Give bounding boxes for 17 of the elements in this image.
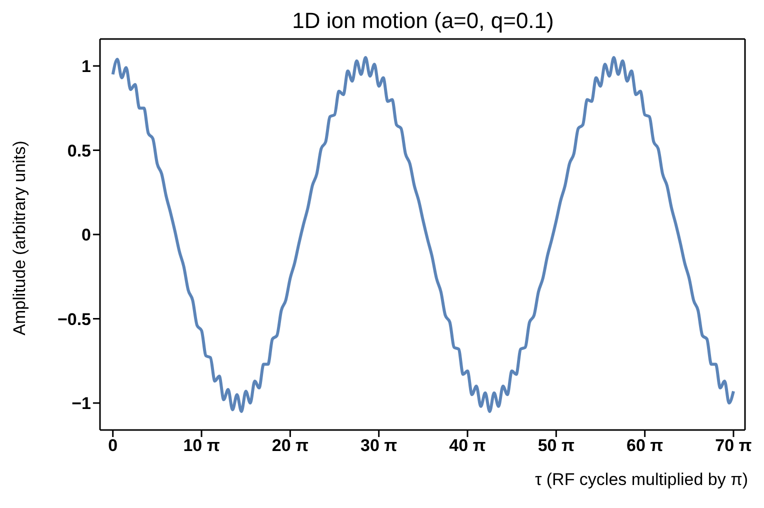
line-series (111, 56, 735, 413)
x-tick-label: 40 π (449, 436, 486, 456)
x-axis-title: τ (RF cycles multiplied by π) (534, 470, 748, 490)
x-tick-label: 20 π (272, 436, 309, 456)
x-tick-label: 50 π (538, 436, 574, 456)
x-tick-label: 60 π (626, 436, 664, 456)
y-axis-title: Amplitude (arbitrary units) (10, 140, 30, 336)
x-tick-label: 0 (108, 436, 118, 456)
y-tick-label: 0.5 (67, 141, 91, 160)
y-tick-label: 0 (82, 226, 91, 245)
y-tick-label: 1 (82, 57, 91, 76)
x-tick-label: 30 π (360, 436, 398, 456)
x-tick-label: 10 π (183, 436, 220, 456)
chart-title: 1D ion motion (a=0, q=0.1) (291, 8, 555, 35)
y-tick-label: −1 (72, 394, 91, 414)
y-tick-label: −0.5 (57, 310, 91, 329)
x-tick-label: 70 π (715, 436, 752, 456)
